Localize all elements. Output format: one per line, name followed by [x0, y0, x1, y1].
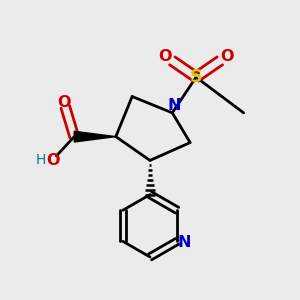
- Text: N: N: [167, 98, 181, 113]
- Polygon shape: [74, 131, 116, 142]
- Text: O: O: [57, 95, 70, 110]
- Text: N: N: [178, 236, 191, 250]
- Text: O: O: [158, 49, 172, 64]
- Text: O: O: [220, 49, 234, 64]
- Text: H: H: [36, 153, 46, 167]
- Text: S: S: [190, 68, 202, 86]
- Text: O: O: [47, 153, 60, 168]
